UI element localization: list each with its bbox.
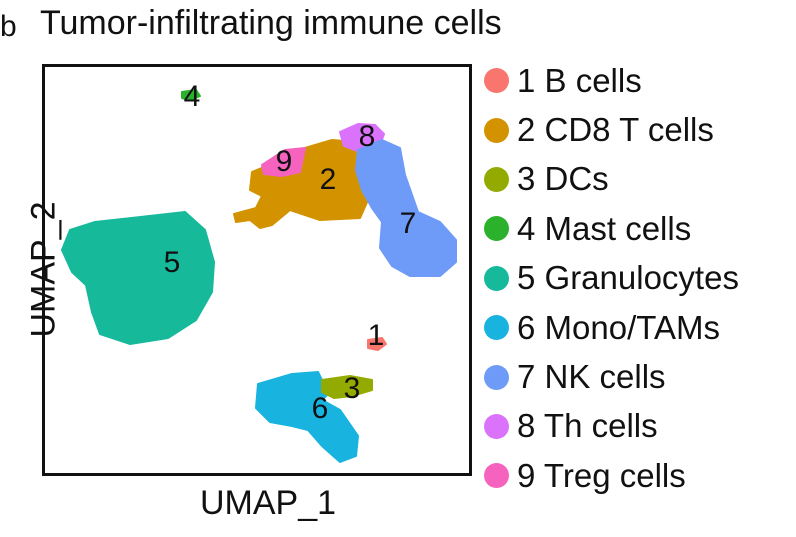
x-axis-label: UMAP_1 [200,484,337,522]
cluster-label-9: 9 [276,145,293,178]
legend-label: 6 Mono/TAMs [517,308,720,346]
legend-dot-4 [484,216,509,242]
cluster-label-3: 3 [344,372,361,405]
cluster-label-8: 8 [359,120,376,153]
legend-item-th-cells: 8 Th cells [484,402,739,451]
legend-label: 7 NK cells [517,358,666,396]
legend-dot-6 [484,315,509,341]
legend-label: 5 Granulocytes [517,259,739,297]
legend-dot-3 [484,166,509,192]
cluster-2-points [233,139,369,229]
legend-dot-8 [484,413,509,439]
legend-item-mast-cells: 4 Mast cells [484,204,739,253]
legend-item-nk-cells: 7 NK cells [484,352,739,401]
cluster-label-7: 7 [400,207,417,240]
legend-item-mono-tams: 6 Mono/TAMs [484,303,739,352]
legend-label: 8 Th cells [517,407,658,445]
cluster-5-points [61,211,215,345]
panel-letter-fragment: b [0,10,17,43]
cluster-label-2: 2 [320,163,337,196]
legend-item-dcs: 3 DCs [484,155,739,204]
cluster-4-points [181,89,201,101]
legend: 1 B cells 2 CD8 T cells 3 DCs 4 Mast cel… [484,56,739,501]
legend-item-cd8-t-cells: 2 CD8 T cells [484,105,739,154]
legend-dot-9 [484,463,509,489]
cluster-9-points [261,147,306,177]
cluster-label-1: 1 [368,319,385,352]
cluster-1-points [367,337,387,351]
legend-dot-5 [484,265,509,291]
cluster-labels-layer: 1 2 3 4 5 6 7 8 9 [164,80,417,425]
legend-item-granulocytes: 5 Granulocytes [484,254,739,303]
cluster-6-points [255,371,359,463]
cluster-7-points [355,139,457,277]
cluster-label-6: 6 [312,392,329,425]
clusters-layer [61,89,457,463]
legend-label: 9 Treg cells [517,456,686,494]
legend-item-treg-cells: 9 Treg cells [484,451,739,500]
legend-dot-2 [484,117,509,143]
cluster-label-5: 5 [164,246,181,279]
legend-label: 1 B cells [517,61,642,99]
legend-label: 3 DCs [517,160,609,198]
legend-label: 2 CD8 T cells [517,111,714,149]
legend-dot-1 [484,68,509,94]
y-axis-label: UMAP_2 [24,201,63,338]
cluster-label-4: 4 [184,80,201,113]
cluster-3-points [321,375,373,399]
legend-item-b-cells: 1 B cells [484,56,739,105]
legend-label: 4 Mast cells [517,209,692,247]
legend-dot-7 [484,364,509,390]
plot-frame [42,64,472,476]
chart-title: Tumor-infiltrating immune cells [40,4,502,42]
